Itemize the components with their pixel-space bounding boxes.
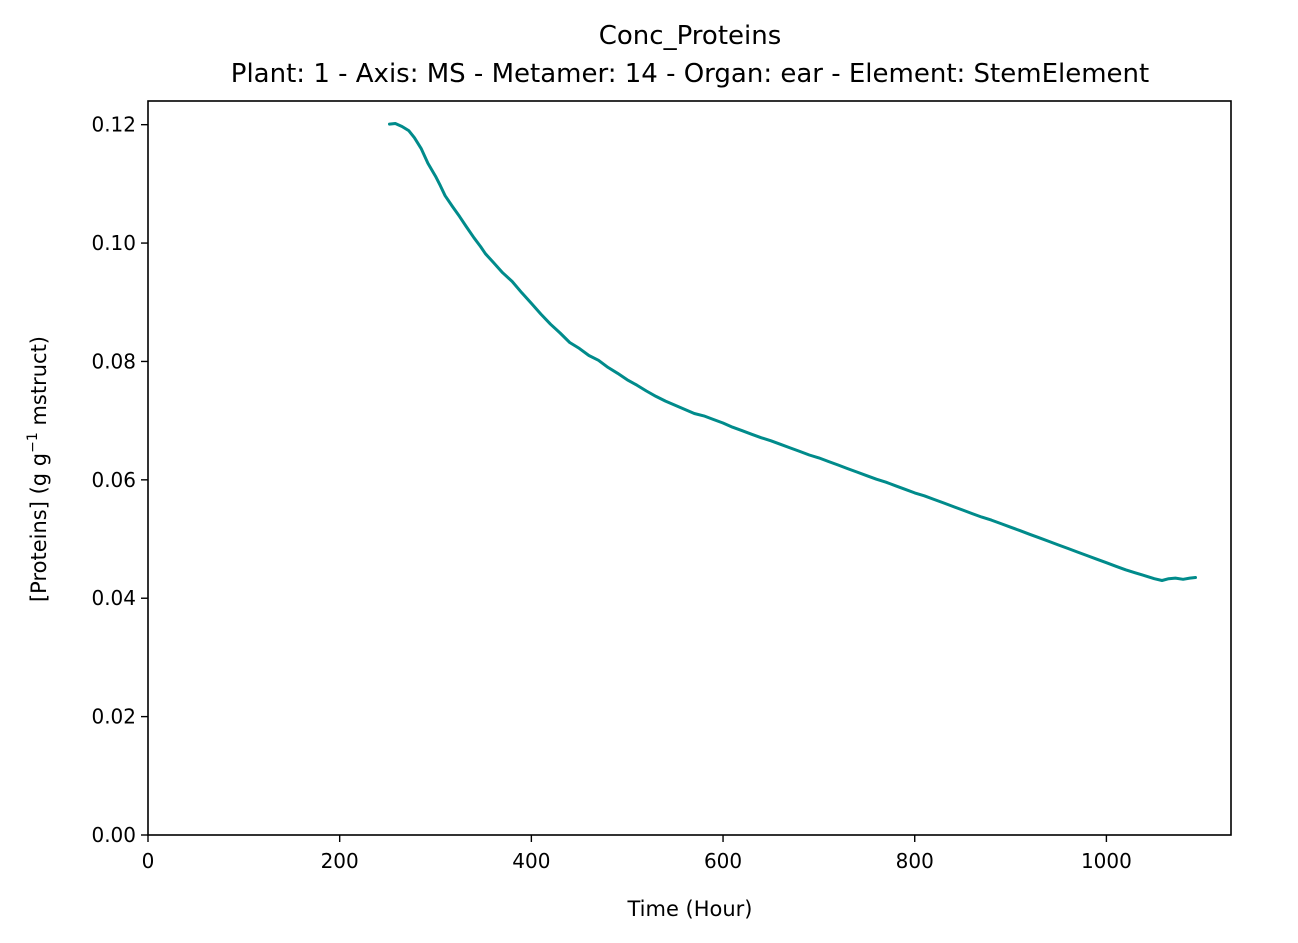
y-tick-label: 0.10 <box>91 231 136 255</box>
chart-title: Conc_Proteins <box>599 21 782 51</box>
y-tick-label: 0.08 <box>91 349 136 373</box>
y-axis-label-main: [Proteins] (g g <box>27 453 51 602</box>
x-tick-label: 200 <box>321 849 359 873</box>
y-tick-label: 0.00 <box>91 823 136 847</box>
axes-frame <box>147 100 1232 836</box>
y-axis-label-tail: mstruct) <box>27 336 51 432</box>
y-tick-label: 0.12 <box>91 113 136 137</box>
x-tick-label: 0 <box>142 849 155 873</box>
x-tick-label: 600 <box>704 849 742 873</box>
axis-ticks: 0 200 400 600 800 1000 0.00 0.02 0.04 0.06 0.08 0.1… <box>91 113 1131 873</box>
x-axis-label: Time (Hour) <box>626 897 752 921</box>
x-tick-label: 800 <box>896 849 934 873</box>
series-line <box>388 122 1197 582</box>
y-tick-label: 0.04 <box>91 586 136 610</box>
y-tick-label: 0.02 <box>91 705 136 729</box>
y-axis-label: [Proteins] (g g−1 mstruct) <box>25 336 51 602</box>
y-tick-label: 0.06 <box>91 468 136 492</box>
x-tick-label: 400 <box>512 849 550 873</box>
chart-subtitle: Plant: 1 - Axis: MS - Metamer: 14 - Orga… <box>231 59 1149 89</box>
x-tick-label: 1000 <box>1081 849 1132 873</box>
plot-area <box>388 122 1197 582</box>
y-axis-label-superscript: −1 <box>25 432 41 453</box>
